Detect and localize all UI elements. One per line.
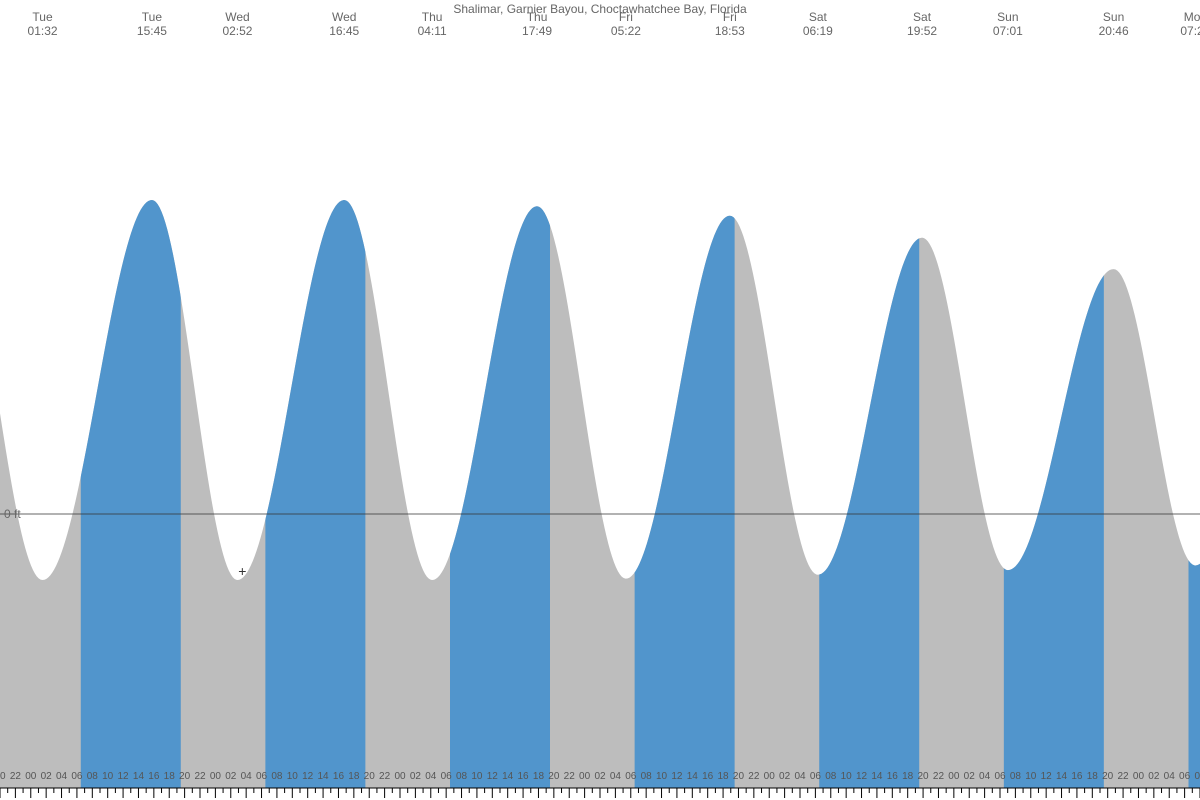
hour-tick-label: 22 <box>748 771 759 782</box>
hour-tick-label: 04 <box>241 771 252 782</box>
hour-tick-label: 20 <box>364 771 375 782</box>
hour-tick-label: 22 <box>1118 771 1129 782</box>
hour-tick-label: 04 <box>979 771 990 782</box>
hour-tick-label: 06 <box>71 771 82 782</box>
hour-tick-label: 02 <box>41 771 52 782</box>
tide-extreme-label: Mon07:25 <box>1155 10 1200 38</box>
hour-tick-label: 00 <box>210 771 221 782</box>
hour-tick-label: 08 <box>641 771 652 782</box>
hour-tick-label: 06 <box>256 771 267 782</box>
hour-tick-label: 04 <box>794 771 805 782</box>
hour-tick-label: 06 <box>625 771 636 782</box>
hour-tick-label: 16 <box>148 771 159 782</box>
tide-extreme-label: Sun20:46 <box>1074 10 1154 38</box>
hour-tick-label: 00 <box>948 771 959 782</box>
tide-extreme-label: Tue15:45 <box>112 10 192 38</box>
hour-tick-label: 14 <box>318 771 329 782</box>
hour-tick-label: 14 <box>1056 771 1067 782</box>
hour-tick-label: 12 <box>856 771 867 782</box>
hour-tick-label: 14 <box>502 771 513 782</box>
hour-tick-label: 00 <box>394 771 405 782</box>
hour-tick-label: 16 <box>518 771 529 782</box>
hour-tick-label: 16 <box>333 771 344 782</box>
hour-tick-label: 08 <box>456 771 467 782</box>
hour-tick-label: 14 <box>133 771 144 782</box>
hour-tick-label: 12 <box>302 771 313 782</box>
hour-tick-label: 00 <box>25 771 36 782</box>
hour-tick-label: 16 <box>887 771 898 782</box>
hour-tick-label: 18 <box>902 771 913 782</box>
hour-tick-label: 00 <box>1133 771 1144 782</box>
tide-extreme-label: Sun07:01 <box>968 10 1048 38</box>
tide-extreme-label: Wed02:52 <box>197 10 277 38</box>
hour-tick-label: 20 <box>1102 771 1113 782</box>
hour-tick-label: 20 <box>179 771 190 782</box>
hour-tick-label: 14 <box>871 771 882 782</box>
hour-tick-label: 08 <box>271 771 282 782</box>
hour-tick-label: 04 <box>1164 771 1175 782</box>
hour-tick-label: 06 <box>1179 771 1190 782</box>
hour-tick-label: 06 <box>441 771 452 782</box>
hour-tick-label: 18 <box>718 771 729 782</box>
hour-tick-label: 00 <box>579 771 590 782</box>
hour-tick-label: 20 <box>0 771 6 782</box>
hour-tick-label: 22 <box>564 771 575 782</box>
hour-tick-label: 18 <box>533 771 544 782</box>
hour-tick-label: 02 <box>594 771 605 782</box>
hour-tick-label: 10 <box>656 771 667 782</box>
plus-marker: + <box>238 563 246 579</box>
hour-tick-label: 16 <box>1071 771 1082 782</box>
hour-tick-label: 04 <box>610 771 621 782</box>
hour-tick-label: 06 <box>810 771 821 782</box>
zero-ft-label: 0 ft <box>4 507 21 521</box>
hour-tick-label: 08 <box>1010 771 1021 782</box>
hour-tick-label: 02 <box>1148 771 1159 782</box>
hour-tick-label: 20 <box>733 771 744 782</box>
tide-extreme-label: Sat06:19 <box>778 10 858 38</box>
hour-tick-label: 06 <box>994 771 1005 782</box>
chart-svg <box>0 0 1200 800</box>
tide-extreme-label: Tue01:32 <box>3 10 83 38</box>
hour-tick-label: 14 <box>687 771 698 782</box>
hour-tick-label: 02 <box>964 771 975 782</box>
hour-tick-label: 10 <box>1025 771 1036 782</box>
tide-extreme-label: Wed16:45 <box>304 10 384 38</box>
hour-tick-label: 10 <box>102 771 113 782</box>
hour-tick-label: 18 <box>1087 771 1098 782</box>
hour-tick-label: 12 <box>118 771 129 782</box>
tide-extreme-label: Fri18:53 <box>690 10 770 38</box>
hour-tick-label: 02 <box>779 771 790 782</box>
hour-tick-label: 22 <box>194 771 205 782</box>
hour-tick-label: 20 <box>548 771 559 782</box>
hour-tick-label: 18 <box>348 771 359 782</box>
hour-tick-label: 04 <box>56 771 67 782</box>
hour-tick-label: 20 <box>918 771 929 782</box>
hour-tick-label: 12 <box>487 771 498 782</box>
hour-tick-label: 12 <box>671 771 682 782</box>
tide-extreme-label: Thu04:11 <box>392 10 472 38</box>
tide-chart: Shalimar, Garnier Bayou, Choctawhatchee … <box>0 0 1200 800</box>
hour-tick-label: 08 <box>87 771 98 782</box>
hour-tick-label: 02 <box>225 771 236 782</box>
hour-tick-label: 16 <box>702 771 713 782</box>
hour-tick-label: 22 <box>10 771 21 782</box>
hour-tick-label: 22 <box>933 771 944 782</box>
hour-tick-label: 10 <box>287 771 298 782</box>
tide-extreme-label: Fri05:22 <box>586 10 666 38</box>
hour-tick-label: 22 <box>379 771 390 782</box>
hour-tick-label: 00 <box>764 771 775 782</box>
hour-tick-label: 12 <box>1041 771 1052 782</box>
hour-tick-label: 04 <box>425 771 436 782</box>
hour-tick-label: 08 <box>825 771 836 782</box>
tide-extreme-label: Thu17:49 <box>497 10 577 38</box>
hour-tick-label: 10 <box>471 771 482 782</box>
hour-tick-label: 02 <box>410 771 421 782</box>
hour-tick-label: 10 <box>841 771 852 782</box>
hour-tick-label: 18 <box>164 771 175 782</box>
hour-tick-label: 08 <box>1194 771 1200 782</box>
tide-extreme-label: Sat19:52 <box>882 10 962 38</box>
